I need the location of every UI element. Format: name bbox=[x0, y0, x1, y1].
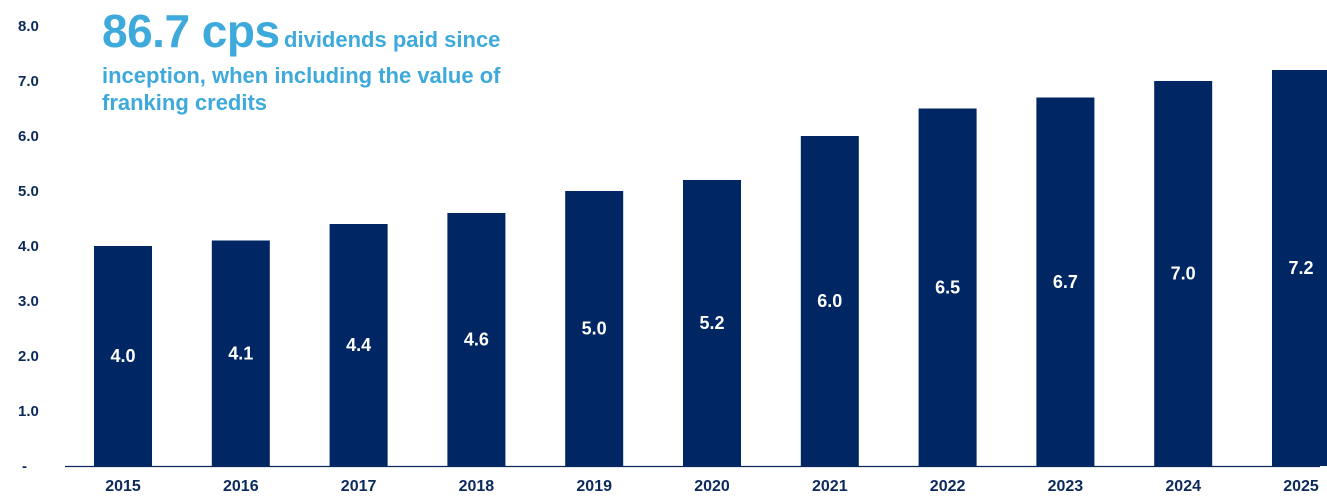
bar-2020 bbox=[683, 180, 741, 466]
y-tick-label: 8.0 bbox=[18, 18, 39, 35]
y-tick-label: 5.0 bbox=[18, 183, 39, 200]
bar-2022 bbox=[918, 108, 977, 466]
data-label-2025: 7.2 bbox=[1288, 258, 1313, 278]
x-tick-label: 2016 bbox=[223, 478, 259, 495]
headline-text-line1: dividends paid since bbox=[284, 27, 501, 52]
y-tick-label: 1.0 bbox=[18, 403, 39, 420]
bar-2025 bbox=[1272, 70, 1327, 466]
x-tick-label: 2020 bbox=[694, 478, 730, 495]
headline-text-line3: franking credits bbox=[102, 89, 268, 115]
x-tick-label: 2017 bbox=[341, 478, 377, 495]
data-label-2017: 4.4 bbox=[346, 335, 371, 355]
data-label-2015: 4.0 bbox=[110, 346, 135, 366]
headline: 86.7 cps dividends paid since inception,… bbox=[102, 4, 622, 116]
data-label-2018: 4.6 bbox=[464, 330, 489, 350]
data-label-2023: 6.7 bbox=[1053, 272, 1078, 292]
x-tick-label: 2024 bbox=[1165, 478, 1201, 495]
bar-2017 bbox=[329, 224, 388, 466]
bar-2019 bbox=[565, 191, 624, 466]
x-tick-label: 2021 bbox=[812, 478, 848, 495]
bar-2015 bbox=[94, 246, 152, 466]
y-tick-label: 2.0 bbox=[18, 348, 39, 365]
y-tick-label: 7.0 bbox=[18, 73, 39, 90]
data-label-2022: 6.5 bbox=[935, 277, 960, 297]
y-tick-label: 6.0 bbox=[18, 128, 39, 145]
x-tick-label: 2015 bbox=[105, 478, 141, 495]
bar-2023 bbox=[1036, 97, 1095, 466]
data-label-2019: 5.0 bbox=[582, 319, 607, 339]
data-label-2024: 7.0 bbox=[1171, 264, 1196, 284]
headline-figure: 86.7 cps bbox=[102, 5, 280, 57]
data-label-2016: 4.1 bbox=[228, 343, 253, 363]
bar-2024 bbox=[1154, 81, 1213, 466]
bar-2021 bbox=[800, 136, 859, 466]
x-tick-label: 2019 bbox=[576, 478, 612, 495]
bar-2016 bbox=[211, 240, 270, 466]
x-tick-label: 2018 bbox=[459, 478, 495, 495]
y-tick-label: - bbox=[22, 458, 27, 475]
data-label-2020: 5.2 bbox=[699, 313, 724, 333]
x-tick-label: 2025 bbox=[1283, 478, 1319, 495]
headline-text-line2: inception, when including the value of bbox=[102, 63, 501, 89]
y-tick-label: 3.0 bbox=[18, 293, 39, 310]
x-tick-label: 2022 bbox=[930, 478, 966, 495]
y-tick-label: 4.0 bbox=[18, 238, 39, 255]
bar-2018 bbox=[447, 213, 506, 466]
data-label-2021: 6.0 bbox=[817, 291, 842, 311]
x-tick-label: 2023 bbox=[1048, 478, 1084, 495]
